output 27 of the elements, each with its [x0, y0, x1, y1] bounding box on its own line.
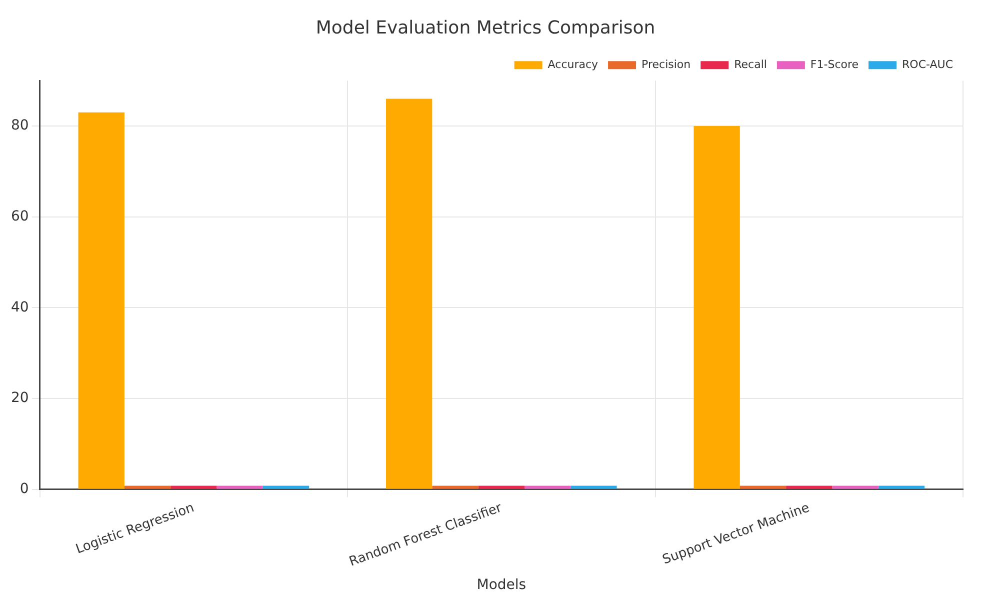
y-tick-label: 20 — [10, 390, 29, 406]
chart-title: Model Evaluation Metrics Comparison — [316, 17, 656, 38]
y-tick-label: 80 — [10, 118, 29, 134]
y-tick-label: 60 — [10, 208, 29, 224]
bar — [878, 486, 925, 489]
legend-label: Precision — [642, 58, 691, 71]
bar — [432, 486, 478, 489]
y-tick-label: 40 — [10, 299, 29, 316]
y-tick-label: 0 — [20, 481, 29, 498]
bar — [524, 486, 571, 489]
bar — [386, 98, 432, 489]
x-axis-title: Models — [476, 577, 526, 594]
legend-label: Recall — [734, 58, 767, 71]
bar — [694, 126, 740, 489]
bar — [124, 486, 171, 489]
bar — [832, 486, 878, 489]
bar — [786, 486, 832, 489]
legend-label: Accuracy — [548, 58, 599, 71]
bar — [78, 112, 124, 489]
bar — [570, 486, 617, 489]
legend-label: ROC-AUC — [902, 58, 954, 71]
bar — [170, 486, 217, 489]
bar — [262, 486, 310, 489]
bar — [478, 486, 524, 489]
bar — [740, 486, 786, 489]
bar — [216, 486, 263, 489]
legend-label: F1-Score — [810, 58, 859, 71]
